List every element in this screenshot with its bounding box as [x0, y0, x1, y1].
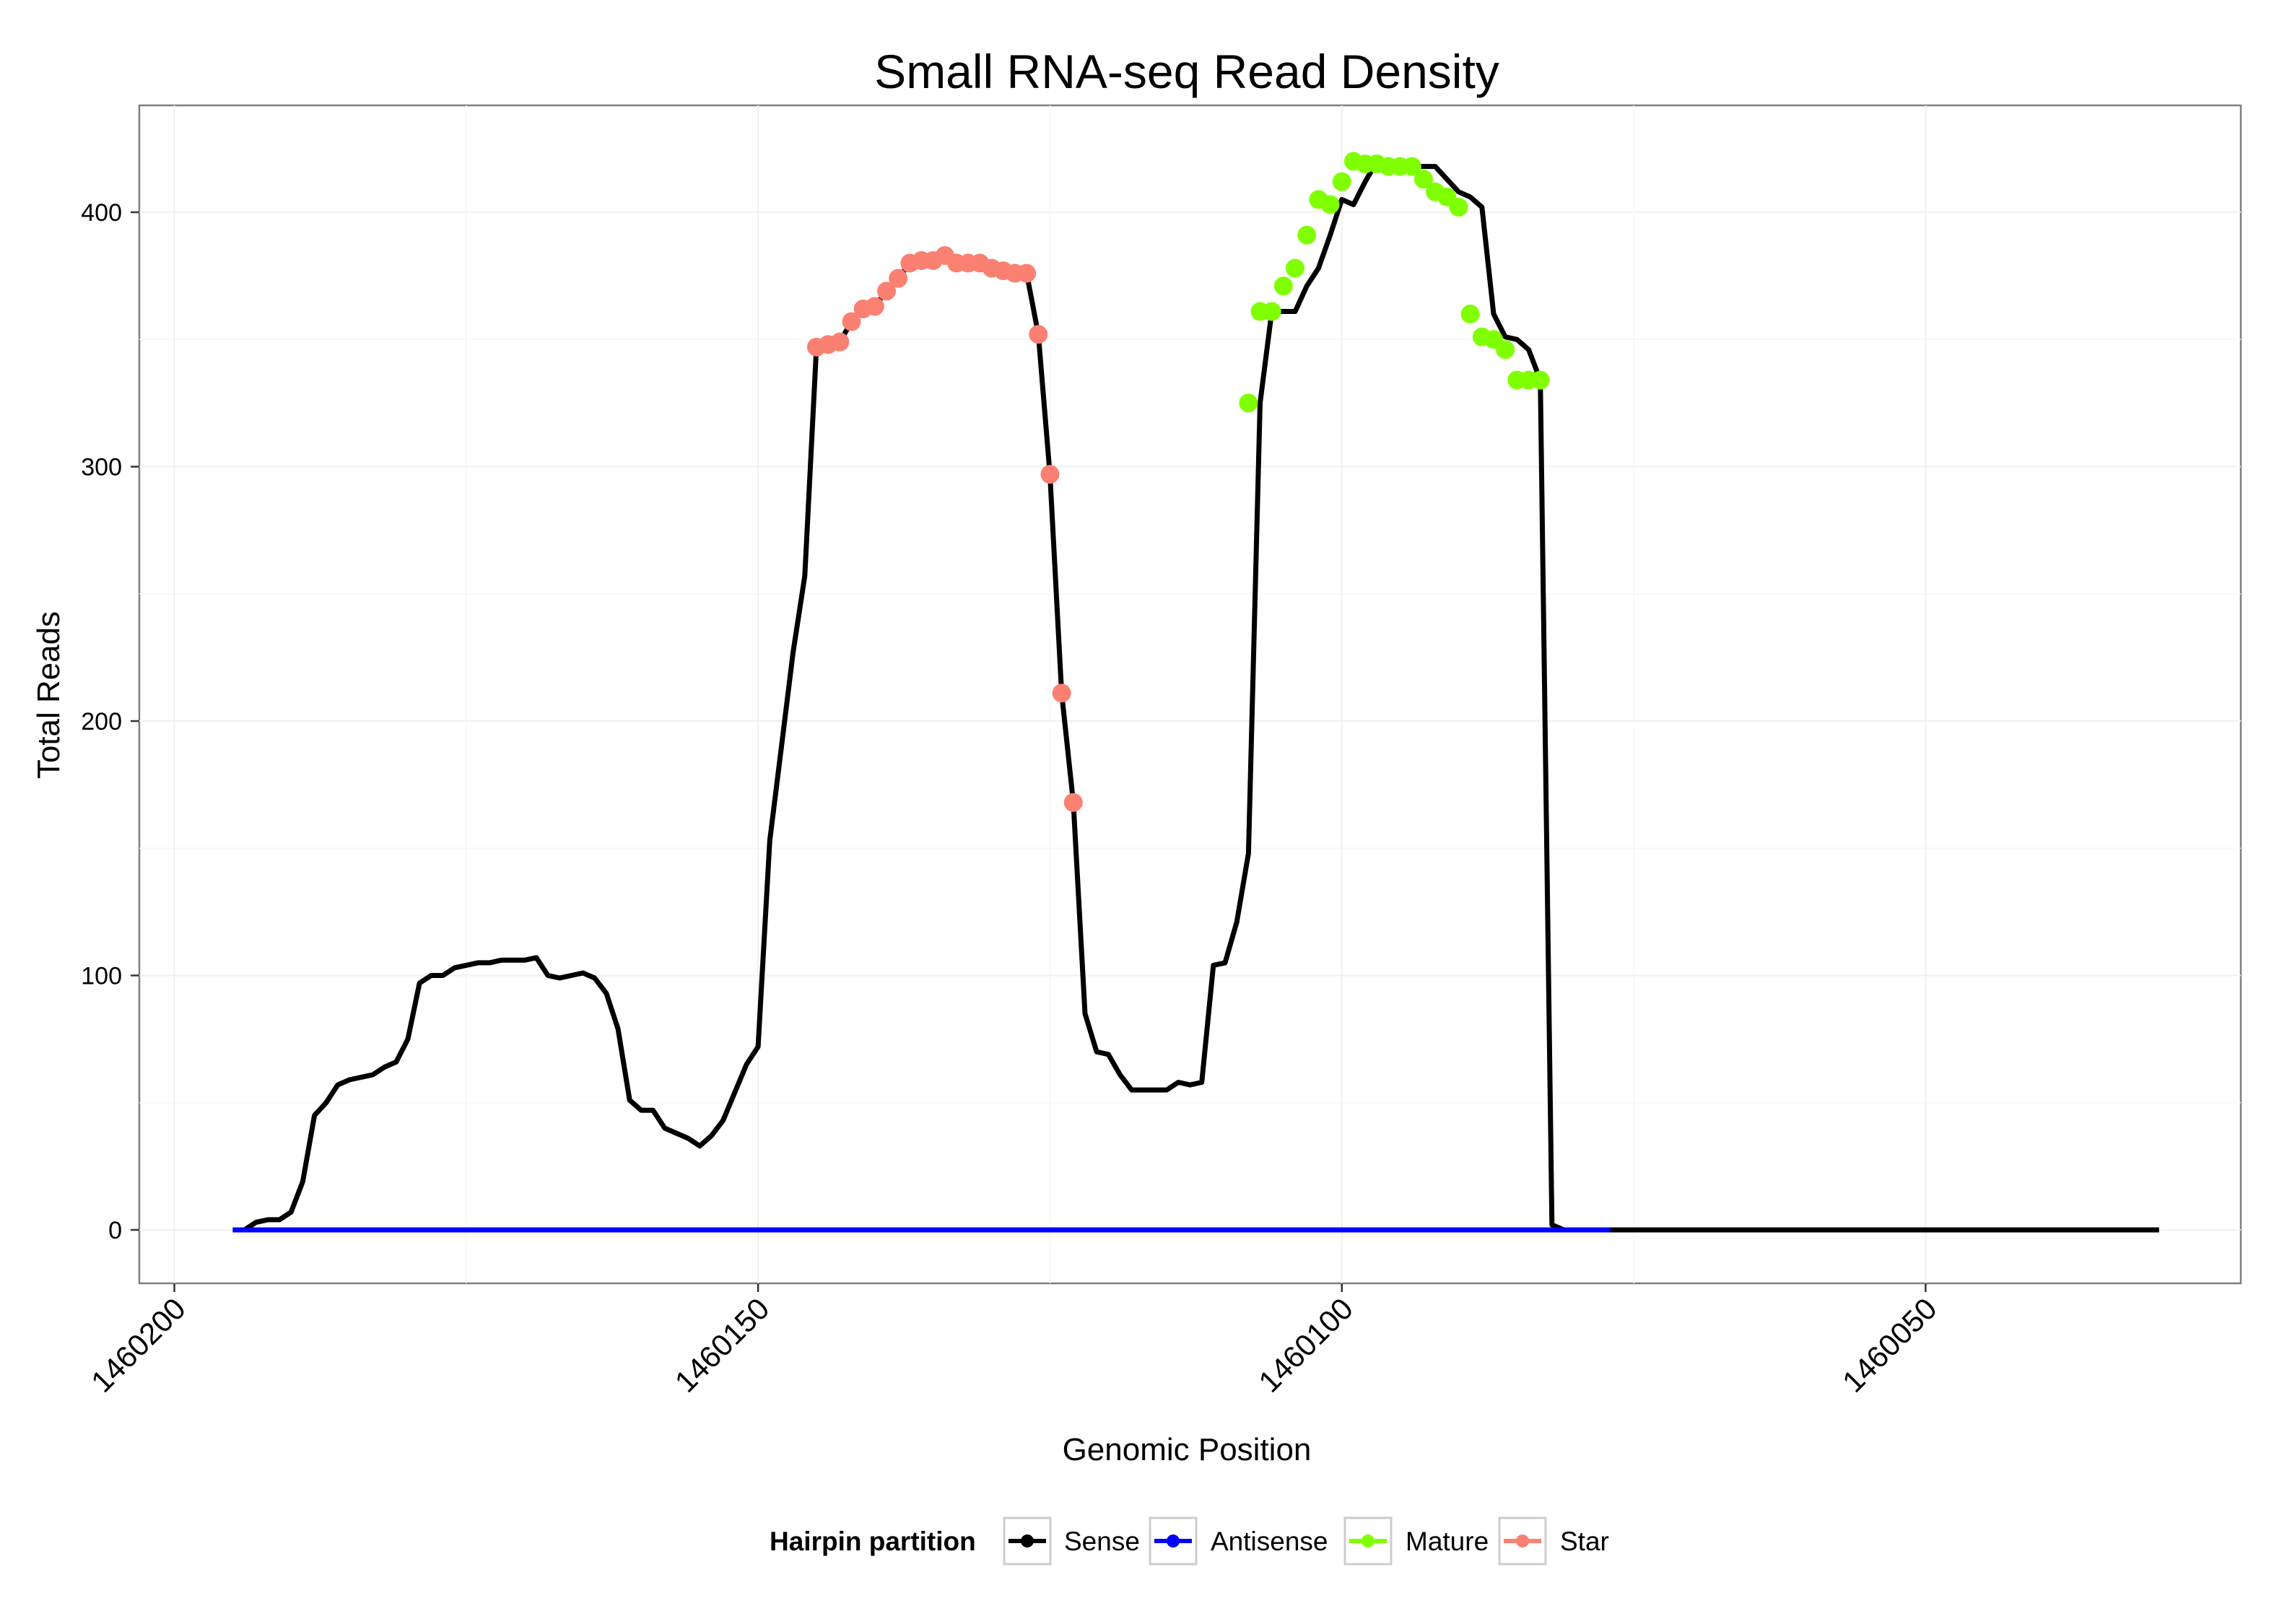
- star-point: [842, 312, 861, 331]
- mature-point: [1332, 172, 1351, 191]
- star-point: [1063, 793, 1083, 812]
- mature-point: [1530, 370, 1550, 390]
- star-point: [877, 281, 897, 301]
- mature-point: [1297, 225, 1317, 245]
- x-tick-label: 1460200: [84, 1291, 192, 1399]
- series-points: [806, 152, 1550, 812]
- legend-label-mature: Mature: [1406, 1527, 1489, 1556]
- star-point: [865, 297, 884, 316]
- mature-point: [1239, 393, 1258, 413]
- y-axis: 0 100 200 300 400: [81, 199, 139, 1244]
- mature-point: [1262, 302, 1281, 321]
- y-tick-label: 400: [81, 199, 122, 227]
- y-axis-title: Total Reads: [31, 611, 66, 779]
- legend-key-point: [1362, 1534, 1375, 1547]
- legend-key-point: [1167, 1534, 1180, 1547]
- star-point: [1052, 684, 1071, 703]
- mature-point: [1460, 305, 1480, 324]
- y-tick-label: 300: [81, 454, 122, 481]
- star-point: [1017, 263, 1037, 283]
- mature-point: [1286, 258, 1305, 278]
- x-tick-label: 1460050: [1836, 1291, 1943, 1399]
- legend-key-point: [1516, 1534, 1529, 1547]
- chart-title: Small RNA-seq Read Density: [874, 45, 1499, 98]
- x-axis-title: Genomic Position: [1063, 1432, 1312, 1467]
- x-tick-label: 1460150: [668, 1291, 776, 1399]
- legend-entries: Sense Antisense Mature Star: [1003, 1516, 1609, 1566]
- legend-label-star: Star: [1560, 1527, 1609, 1556]
- legend-label-sense: Sense: [1064, 1527, 1140, 1556]
- x-axis: 1460200 1460150 1460100 1460050: [84, 1283, 1943, 1399]
- x-tick-label: 1460100: [1252, 1291, 1359, 1399]
- star-point: [889, 269, 908, 288]
- mature-point: [1496, 340, 1515, 359]
- mature-point: [1402, 157, 1421, 176]
- mature-point: [1320, 195, 1340, 214]
- legend-key-point: [1021, 1534, 1034, 1547]
- legend-label-antisense: Antisense: [1211, 1527, 1328, 1556]
- mature-point: [1413, 170, 1433, 189]
- mature-point: [1273, 276, 1293, 296]
- y-tick-label: 0: [108, 1217, 122, 1244]
- y-tick-label: 100: [81, 962, 122, 990]
- legend-title: Hairpin partition: [770, 1527, 976, 1556]
- star-point: [1029, 325, 1048, 344]
- star-point: [830, 332, 850, 352]
- star-point: [1040, 465, 1060, 484]
- y-tick-label: 200: [81, 708, 122, 735]
- mature-point: [1449, 197, 1468, 217]
- legend: Hairpin partition Sense Antisense Mature St…: [770, 1516, 1609, 1566]
